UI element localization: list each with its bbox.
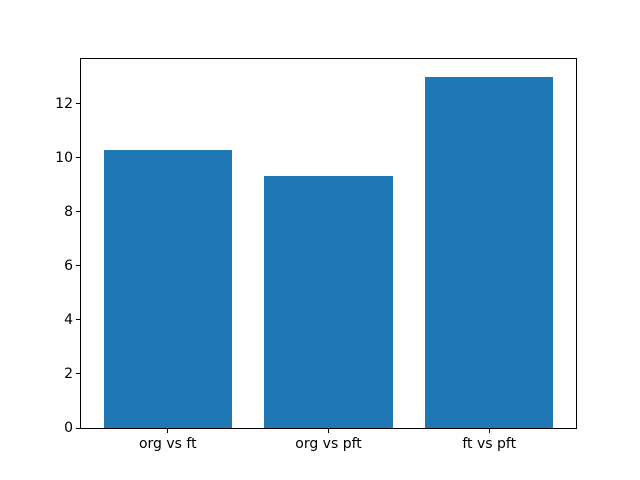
y-axis-tick-label: 4 — [64, 311, 73, 328]
x-axis-tick — [488, 429, 490, 433]
y-axis-tick — [76, 265, 80, 267]
y-axis-tick — [76, 157, 80, 159]
y-axis-tick-label: 0 — [64, 420, 73, 436]
y-axis-tick-label: 10 — [55, 149, 73, 166]
bar-ft-vs-pft — [424, 76, 554, 428]
y-axis-tick — [76, 427, 80, 429]
bar-org-vs-ft — [103, 150, 233, 428]
plot-area: 0 2 4 6 8 10 12 org vs ft org vs pft ft vs pft — [55, 58, 577, 451]
x-axis-tick — [328, 429, 329, 433]
y-axis-tick-label: 12 — [55, 95, 73, 112]
y-axis-tick — [76, 211, 80, 213]
x-axis-tick-label: org vs pft — [295, 436, 362, 452]
bar-org-vs-pft — [264, 176, 393, 428]
y-axis-tick — [76, 103, 80, 105]
y-axis-tick — [76, 373, 80, 375]
x-axis-tick-label: org vs ft — [138, 436, 197, 452]
y-axis-tick-label: 6 — [64, 257, 73, 274]
y-axis-tick-label: 8 — [64, 203, 73, 220]
x-axis-tick — [167, 429, 169, 433]
x-axis-tick-label: ft vs pft — [462, 436, 517, 452]
y-axis-tick — [76, 319, 80, 321]
y-axis-tick-label: 2 — [64, 365, 73, 382]
